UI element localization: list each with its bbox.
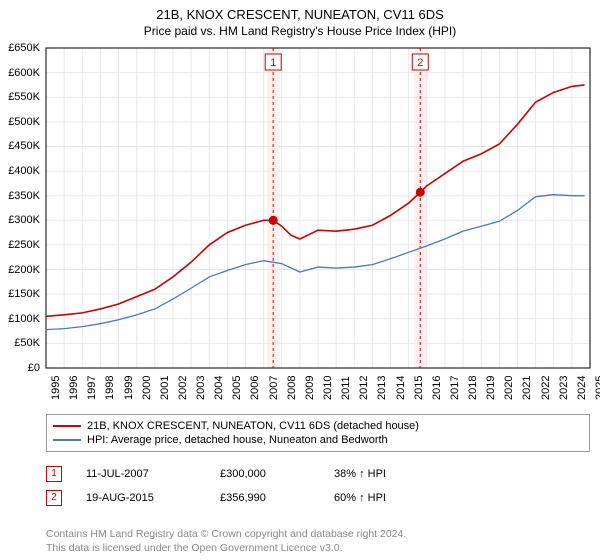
legend-item: HPI: Average price, detached house, Nune… [53,433,583,447]
x-tick-label: 2002 [177,376,189,400]
page-title: 21B, KNOX CRESCENT, NUNEATON, CV11 6DS [0,0,600,24]
x-tick-label: 2004 [213,376,225,400]
x-tick-label: 2020 [503,376,515,400]
x-tick-label: 2008 [286,376,298,400]
x-tick-label: 2006 [249,376,261,400]
svg-text:1: 1 [270,57,276,69]
page-subtitle: Price paid vs. HM Land Registry's House … [0,24,600,38]
sale-row: 1 11-JUL-2007 £300,000 38% ↑ HPI [46,466,576,482]
svg-text:2: 2 [417,57,423,69]
x-tick-label: 1997 [86,376,98,400]
y-tick-label: £50K [0,337,40,349]
x-tick-label: 2022 [540,376,552,400]
legend-label: 21B, KNOX CRESCENT, NUNEATON, CV11 6DS (… [87,420,419,432]
x-tick-label: 2015 [413,376,425,400]
x-tick-label: 2000 [141,376,153,400]
y-tick-label: £300K [0,214,40,226]
x-tick-label: 2018 [467,376,479,400]
legend-swatch [53,439,81,441]
y-tick-label: £400K [0,165,40,177]
legend-label: HPI: Average price, detached house, Nune… [87,434,388,446]
sale-date: 11-JUL-2007 [86,468,196,480]
x-tick-label: 2012 [358,376,370,400]
x-tick-label: 2023 [558,376,570,400]
x-tick-label: 2024 [576,376,588,400]
x-tick-label: 2016 [431,376,443,400]
x-tick-label: 2009 [304,376,316,400]
y-tick-label: £500K [0,116,40,128]
x-tick-label: 1999 [123,376,135,400]
x-tick-label: 2021 [521,376,533,400]
x-tick-label: 2001 [159,376,171,400]
x-tick-label: 2007 [268,376,280,400]
x-tick-label: 1998 [104,376,116,400]
y-tick-label: £250K [0,239,40,251]
x-tick-label: 1996 [68,376,80,400]
sale-number-box: 2 [46,490,62,506]
y-tick-label: £600K [0,67,40,79]
x-tick-label: 2013 [376,376,388,400]
sale-price: £300,000 [220,468,310,480]
y-tick-label: £450K [0,140,40,152]
x-tick-label: 2025 [594,376,600,400]
sale-row: 2 19-AUG-2015 £356,990 60% ↑ HPI [46,490,576,506]
legend-swatch [53,425,81,427]
sale-number-box: 1 [46,466,62,482]
y-tick-label: £100K [0,313,40,325]
attribution-line-1: Contains HM Land Registry data © Crown c… [46,528,406,542]
x-tick-label: 2019 [485,376,497,400]
x-tick-label: 2005 [231,376,243,400]
x-tick-label: 2017 [449,376,461,400]
attribution-line-2: This data is licensed under the Open Gov… [46,542,343,556]
x-tick-label: 2010 [322,376,334,400]
x-tick-label: 2014 [395,376,407,400]
sale-vs-hpi: 38% ↑ HPI [334,468,386,480]
y-tick-label: £550K [0,91,40,103]
y-tick-label: £350K [0,190,40,202]
x-tick-label: 1995 [50,376,62,400]
chart-legend: 21B, KNOX CRESCENT, NUNEATON, CV11 6DS (… [46,414,590,452]
y-tick-label: £0 [0,362,40,374]
y-tick-label: £150K [0,288,40,300]
legend-item: 21B, KNOX CRESCENT, NUNEATON, CV11 6DS (… [53,419,583,433]
x-tick-label: 2003 [195,376,207,400]
price-chart: 12 [46,48,590,368]
sale-vs-hpi: 60% ↑ HPI [334,492,386,504]
y-tick-label: £200K [0,264,40,276]
y-tick-label: £650K [0,42,40,54]
sale-price: £356,990 [220,492,310,504]
x-tick-label: 2011 [340,376,352,400]
sale-date: 19-AUG-2015 [86,492,196,504]
